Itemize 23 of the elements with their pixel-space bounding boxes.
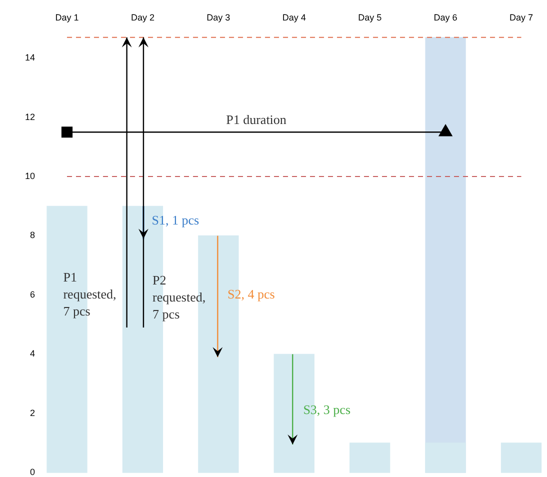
x-tick-label: Day 7: [509, 12, 533, 22]
annotation: S1, 1 pcs: [152, 212, 200, 228]
annotation: S2, 4 pcs: [228, 286, 275, 302]
y-tick-label: 4: [30, 348, 35, 359]
bar: [350, 442, 390, 473]
bar: [500, 442, 542, 473]
x-tick-label: Day 2: [130, 12, 154, 22]
series-label: P1 duration: [226, 112, 287, 128]
x-tick-label: Day 6: [434, 12, 458, 22]
y-tick-label: 12: [24, 112, 35, 122]
x-tick-label: Day 1: [55, 12, 79, 22]
x-tick-label: Day 3: [206, 12, 230, 22]
x-tick-label: Day 4: [282, 12, 306, 22]
annotation: P2 requested, 7 pcs: [152, 272, 206, 322]
y-tick-label: 14: [24, 52, 35, 63]
y-tick-label: 2: [30, 408, 35, 418]
y-tick-label: 0: [30, 467, 35, 477]
y-tick-label: 8: [30, 230, 35, 240]
y-tick-label: 10: [24, 171, 35, 182]
annotation: P1 requested, 7 pcs: [63, 269, 116, 318]
y-tick-label: 6: [30, 289, 35, 300]
x-tick-label: Day 5: [358, 12, 382, 22]
annotation: S3, 3 pcs: [303, 402, 351, 417]
